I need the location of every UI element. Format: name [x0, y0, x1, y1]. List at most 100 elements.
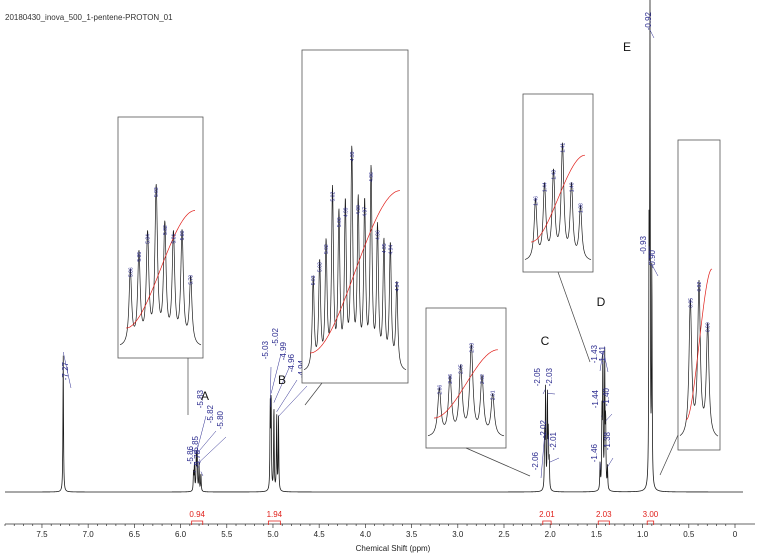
- peak-label: -2.01: [549, 431, 558, 450]
- inset-peak-label: 2.01: [491, 390, 497, 400]
- inset-peak-label: 5.83: [154, 187, 160, 197]
- peak-leader: [604, 356, 609, 373]
- peak-leader: [605, 413, 613, 422]
- inset-peak-label: 2.03: [469, 343, 475, 353]
- peak-leader: [269, 366, 272, 408]
- inset-peak-label: 5.02: [324, 244, 330, 254]
- peak-leader: [62, 351, 72, 389]
- peak-label: -5.83: [196, 389, 205, 408]
- peak-leader: [542, 388, 546, 395]
- inset-peak-label: 1.46: [534, 196, 540, 206]
- peak-label: -5.02: [271, 327, 280, 346]
- x-axis-label: Chemical Shift (ppm): [356, 544, 431, 553]
- integral-value: 1.94: [267, 510, 283, 519]
- inset-integral-curve: [309, 190, 400, 354]
- inset-box: [301, 49, 409, 384]
- x-tick-label: 2.0: [545, 530, 557, 539]
- peak-label: -1.40: [602, 387, 611, 406]
- multiplet-letter: B: [278, 373, 286, 387]
- inset-peak-label: 4.97: [363, 207, 369, 217]
- integral-value: 3.00: [643, 510, 659, 519]
- peak-label: -5.85: [191, 435, 200, 454]
- multiplet-letters: A B C D E: [201, 40, 631, 403]
- inset-peak-label: 4.99: [343, 207, 349, 217]
- inset-peak-label: 5.85: [137, 252, 143, 262]
- multiplet-letter: E: [623, 40, 631, 54]
- x-tick-label: 1.5: [591, 530, 603, 539]
- peak-labels: -7.27 -5.86-5.85 -5.83-5.82 -5.80 -5.78 -5.03…: [61, 11, 659, 479]
- inset-peak-label: 1.44: [543, 182, 549, 192]
- peak-leader: [540, 434, 545, 479]
- inset-spectrum: [679, 279, 719, 437]
- integral-value: 2.01: [539, 510, 555, 519]
- integral-bracket: [267, 520, 281, 525]
- x-tick-label: 7.0: [83, 530, 95, 539]
- multiplet-letter: A: [201, 389, 209, 403]
- inset-peak-label: 0.95: [688, 298, 694, 308]
- peak-label: -2.05: [533, 367, 542, 386]
- peak-label: -5.80: [216, 410, 225, 429]
- x-tick-label: 6.5: [129, 530, 141, 539]
- peak-leader: [200, 471, 204, 477]
- spectrum-line: [5, 0, 744, 493]
- peak-leader: [197, 430, 217, 454]
- chart-title: 20180430_inova_500_1-pentene-PROTON_01: [5, 13, 173, 22]
- inset-integral-curve: [434, 349, 498, 419]
- peak-leader: [198, 436, 227, 463]
- peak-label: -0.93: [639, 235, 648, 254]
- x-axis: 7.5 7.0 6.5 6.0 5.5 5.0 4.5 4.0 3.5 3.0 2.5 2.0 1.5 1…: [4, 523, 755, 539]
- inset-connector: [659, 434, 679, 476]
- spectrum: [5, 0, 744, 493]
- inset-spectrum: [303, 145, 407, 371]
- inset-spectrum: [524, 142, 592, 260]
- integrals: 0.94 1.94 2.01 2.03 3.00: [189, 510, 659, 525]
- peak-leader: [549, 457, 560, 463]
- inset-peak-label: 5.80: [180, 230, 186, 240]
- inset-peak-label: 5.81: [171, 234, 177, 244]
- x-tick-label: 3.0: [452, 530, 464, 539]
- x-tick-label: 3.5: [406, 530, 418, 539]
- peak-leader: [599, 351, 604, 372]
- peak-label: -5.78: [193, 449, 202, 468]
- inset-peak-label: 4.99: [356, 205, 362, 215]
- peak-leader: [273, 367, 290, 403]
- peak-leader: [270, 353, 282, 394]
- x-tick-label: 0: [733, 530, 738, 539]
- inset-peak-label: 5.84: [146, 234, 152, 244]
- x-tick-label: 2.5: [498, 530, 510, 539]
- x-tick-label: 6.0: [175, 530, 187, 539]
- peak-leader: [607, 457, 614, 468]
- x-tick-label: 5.0: [267, 530, 279, 539]
- inset-peak-label: 0.92: [697, 282, 703, 292]
- peak-label: -1.44: [591, 389, 600, 408]
- peak-leader: [547, 393, 556, 395]
- peak-label: -4.94: [297, 359, 306, 378]
- x-tick-label: 1.0: [637, 530, 649, 539]
- peak-leader: [278, 385, 308, 417]
- inset-peak-label: 5.00: [337, 217, 343, 227]
- integral-value: 2.03: [596, 510, 612, 519]
- inset-peak-label: 0.90: [706, 322, 712, 332]
- inset-peak-label: 1.41: [561, 143, 567, 153]
- x-tick-label: 5.5: [221, 530, 233, 539]
- inset-box: [522, 93, 594, 273]
- inset-peak-label: 4.94: [388, 245, 394, 255]
- inset-peak-label: 4.96: [376, 230, 382, 240]
- inset-connector: [557, 271, 591, 363]
- inset-peak-label: 5.86: [128, 267, 134, 277]
- peak-label: -2.06: [531, 451, 540, 470]
- peak-label: -5.03: [261, 340, 270, 359]
- peak-leader: [651, 264, 659, 277]
- integral-bracket: [542, 520, 552, 525]
- multiplet-letter: D: [597, 295, 606, 309]
- inset-connector: [304, 382, 323, 406]
- peak-label: -5.82: [206, 404, 215, 423]
- inset-integral-curve: [685, 268, 713, 421]
- peak-leader: [196, 415, 207, 454]
- inset-connector: [465, 447, 531, 477]
- multiplet-letter: C: [541, 334, 550, 348]
- inset-box: [425, 307, 507, 449]
- inset-peak-label: 2.05: [459, 364, 465, 374]
- peak-label: -4.96: [287, 353, 296, 372]
